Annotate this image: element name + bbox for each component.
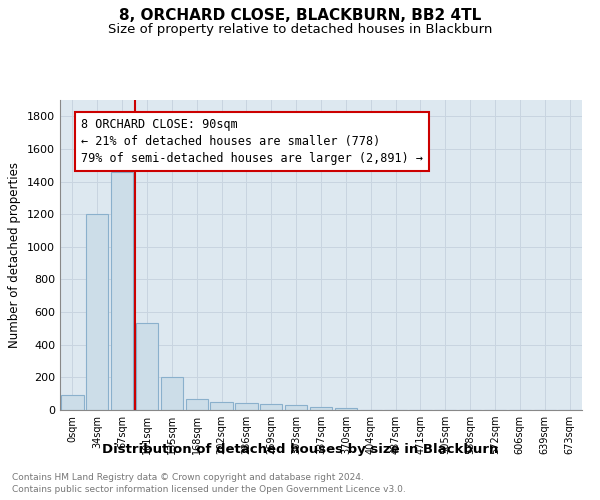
Text: Distribution of detached houses by size in Blackburn: Distribution of detached houses by size … [102, 442, 498, 456]
Bar [211, 402, 233, 410]
Bar [111, 172, 133, 410]
Bar [161, 376, 183, 410]
Bar [285, 406, 307, 410]
Text: Contains public sector information licensed under the Open Government Licence v3: Contains public sector information licen… [12, 485, 406, 494]
Text: Contains HM Land Registry data © Crown copyright and database right 2024.: Contains HM Land Registry data © Crown c… [12, 472, 364, 482]
Bar [335, 408, 357, 410]
Text: 8 ORCHARD CLOSE: 90sqm
← 21% of detached houses are smaller (778)
79% of semi-de: 8 ORCHARD CLOSE: 90sqm ← 21% of detached… [81, 118, 423, 165]
Bar [310, 407, 332, 410]
Text: Size of property relative to detached houses in Blackburn: Size of property relative to detached ho… [108, 22, 492, 36]
Bar [185, 398, 208, 410]
Bar [260, 404, 283, 410]
Text: 8, ORCHARD CLOSE, BLACKBURN, BB2 4TL: 8, ORCHARD CLOSE, BLACKBURN, BB2 4TL [119, 8, 481, 22]
Bar [235, 402, 257, 410]
Bar [61, 396, 83, 410]
Bar [136, 322, 158, 410]
Y-axis label: Number of detached properties: Number of detached properties [8, 162, 22, 348]
Bar [86, 214, 109, 410]
